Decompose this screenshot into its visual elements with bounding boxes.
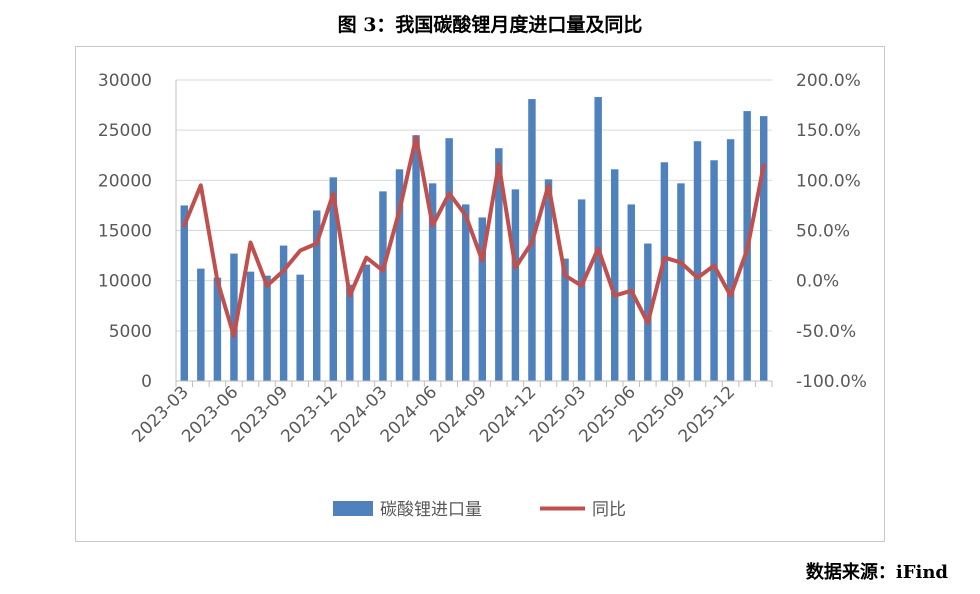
bar [478,217,487,381]
bar [312,210,321,381]
right-tick-label: -100.0% [796,372,867,392]
left-tick-label: 20000 [98,171,152,191]
bar [577,199,586,381]
bar [395,169,404,381]
bar [610,169,619,381]
bar [329,177,338,381]
legend-label-bar: 碳酸锂进口量 [380,500,482,520]
right-tick-label: 0.0% [796,272,839,292]
bar [759,116,768,382]
yoy-line [182,135,766,338]
chart-frame [75,46,885,542]
bar [445,138,453,381]
bar [296,274,304,381]
bar [362,264,371,381]
right-tick-label: 150.0% [796,121,861,141]
bar [693,141,702,381]
bar [511,189,520,381]
bar [594,97,602,381]
left-tick-label: 15000 [98,222,152,242]
bar [428,183,437,381]
left-tick-label: 5000 [109,322,152,342]
bar [263,275,271,381]
bar [461,204,470,381]
bar [544,179,553,381]
chart-title: 图 3：我国碳酸锂月度进口量及同比 [337,14,643,36]
gridlines [176,79,772,332]
bar [379,191,387,381]
right-axis-ticks: -100.0% -50.0% 0.0% 50.0% 100.0% 150.0% 200.0% [796,71,867,392]
left-tick-label: 30000 [98,71,152,91]
bar [180,205,189,381]
bar [213,277,222,381]
left-tick-label: 25000 [98,121,152,141]
right-tick-label: 100.0% [796,171,861,191]
line-series-yoy [182,135,766,338]
bar [412,135,420,381]
x-axis-ticks: 2023-032023-062023-092023-122024-032024-… [128,382,739,446]
data-source: 数据来源：iFind [805,562,948,583]
bar [279,245,288,381]
legend-label-line: 同比 [592,500,626,520]
left-tick-label: 10000 [98,272,152,292]
bar [726,139,735,381]
bar [495,148,503,381]
bar [346,284,354,381]
left-axis-ticks: 0 5000 10000 15000 20000 25000 30000 [98,71,152,392]
right-tick-label: -50.0% [796,322,856,342]
legend-swatch-bar [333,501,373,516]
bar [644,243,652,381]
left-tick-label: 0 [141,372,152,392]
bar [197,268,205,381]
right-tick-label: 200.0% [796,71,861,91]
bar [710,160,718,381]
bar [660,162,669,381]
right-tick-label: 50.0% [796,222,850,242]
bar [677,183,685,381]
axes [175,80,773,387]
bar [246,271,255,381]
bar [230,253,238,381]
bar [561,258,569,381]
legend: 碳酸锂进口量 同比 [333,500,626,520]
